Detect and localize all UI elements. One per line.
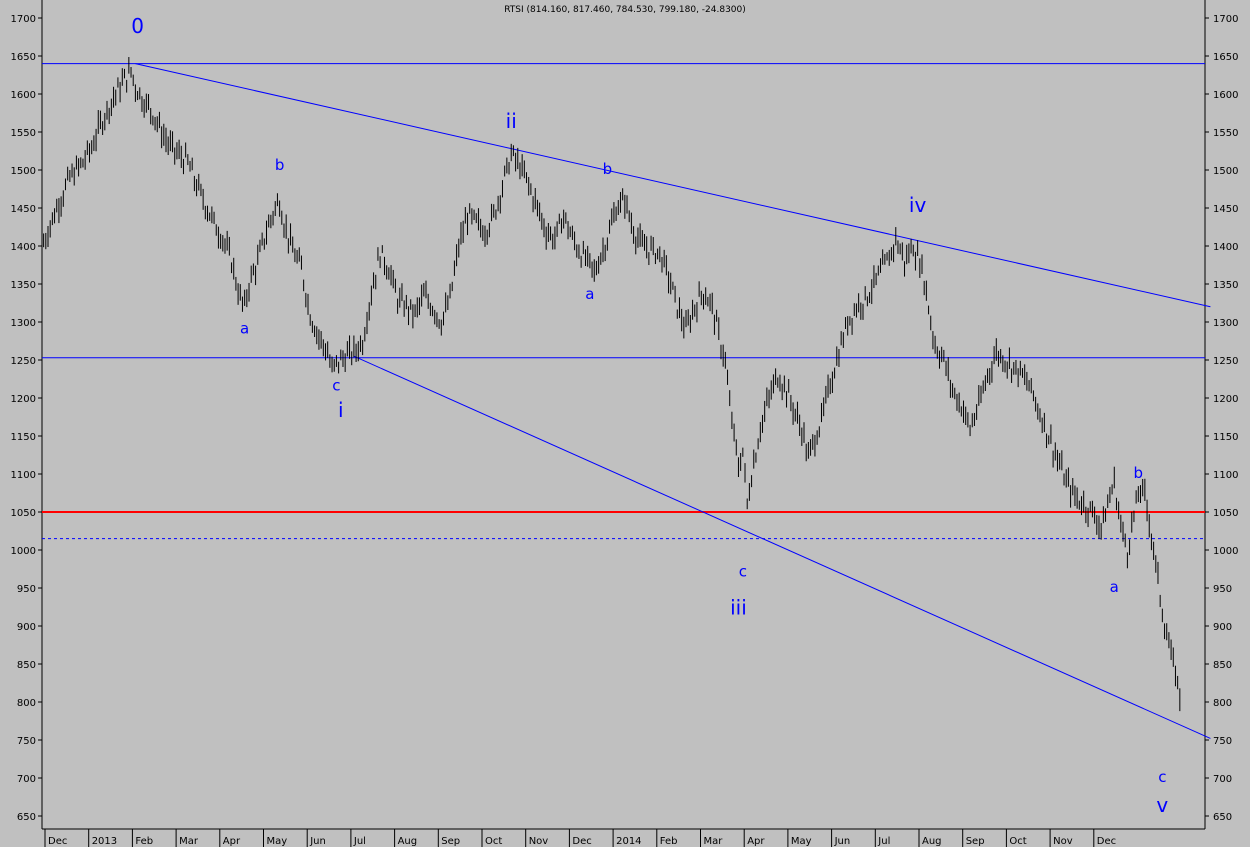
x-tick-label: May xyxy=(791,836,812,847)
y-tick-label-right: 900 xyxy=(1213,622,1232,633)
y-tick-label-left: 1400 xyxy=(11,242,36,253)
wave-label: iv xyxy=(909,193,927,217)
x-tick-label: Oct xyxy=(485,836,502,847)
y-tick-label-right: 1650 xyxy=(1213,52,1238,63)
y-tick-label-right: 850 xyxy=(1213,660,1232,671)
trend-line-0 xyxy=(135,63,1211,308)
y-tick-label-right: 750 xyxy=(1213,736,1232,747)
y-tick-label-right: 1200 xyxy=(1213,394,1238,405)
y-tick-label-right: 800 xyxy=(1213,698,1232,709)
y-tick-label-right: 1700 xyxy=(1213,14,1238,25)
y-tick-label-left: 700 xyxy=(17,774,36,785)
x-tick-label: May xyxy=(267,836,288,847)
wave-label: a xyxy=(240,319,249,337)
y-tick-label-left: 1000 xyxy=(11,546,36,557)
x-axis-ticks: Dec 2013 Feb Mar Apr May Jun Jul Aug Sep Oct Nov Dec… xyxy=(44,829,1116,847)
y-tick-label-left: 1450 xyxy=(11,204,36,215)
wave-label: a xyxy=(585,285,594,303)
y-tick-label-right: 1550 xyxy=(1213,128,1238,139)
x-tick-label: Dec xyxy=(572,836,591,847)
x-tick-label: Dec xyxy=(48,836,67,847)
x-tick-label: Jul xyxy=(877,836,890,847)
y-tick-label-left: 650 xyxy=(17,812,36,823)
x-tick-label: Mar xyxy=(179,836,199,847)
reference-lines xyxy=(42,63,1211,739)
y-tick-label-right: 1150 xyxy=(1213,432,1238,443)
x-tick-label: Sep xyxy=(441,836,460,847)
y-tick-label-right: 1050 xyxy=(1213,508,1238,519)
x-tick-label: Nov xyxy=(1053,836,1073,847)
y-tick-label-left: 750 xyxy=(17,736,36,747)
wave-label: c xyxy=(332,376,340,394)
y-tick-label-left: 1700 xyxy=(11,14,36,25)
y-tick-label-right: 650 xyxy=(1213,812,1232,823)
y-tick-label-left: 1250 xyxy=(11,356,36,367)
y-tick-label-left: 1300 xyxy=(11,318,36,329)
x-tick-label: Nov xyxy=(529,836,549,847)
x-tick-label: Jun xyxy=(834,836,851,847)
wave-label: b xyxy=(1134,464,1144,482)
y-tick-label-left: 1550 xyxy=(11,128,36,139)
y-tick-label-right: 1300 xyxy=(1213,318,1238,329)
x-tick-label: Aug xyxy=(922,836,942,847)
y-tick-label-left: 950 xyxy=(17,584,36,595)
y-tick-label-left: 1600 xyxy=(11,90,36,101)
y-tick-label-right: 1400 xyxy=(1213,242,1238,253)
y-tick-label-right: 1600 xyxy=(1213,90,1238,101)
y-tick-label-right: 700 xyxy=(1213,774,1232,785)
y-tick-label-left: 1150 xyxy=(11,432,36,443)
wave-label: 0 xyxy=(131,14,144,38)
price-series xyxy=(43,57,1181,712)
y-tick-label-right: 1000 xyxy=(1213,546,1238,557)
y-tick-label-left: 1350 xyxy=(11,280,36,291)
wave-label: c xyxy=(1158,768,1166,786)
wave-label: ii xyxy=(506,109,517,133)
x-tick-label: Jun xyxy=(309,836,326,847)
wave-label: b xyxy=(275,156,285,174)
wave-label: a xyxy=(1110,578,1119,596)
y-tick-label-right: 1250 xyxy=(1213,356,1238,367)
wave-label: v xyxy=(1156,793,1168,817)
chart-title: RTSI (814.160, 817.460, 784.530, 799.180… xyxy=(504,5,746,15)
x-tick-label: Feb xyxy=(660,836,678,847)
y-tick-label-left: 800 xyxy=(17,698,36,709)
y-tick-label-right: 950 xyxy=(1213,584,1232,595)
x-tick-label: Dec xyxy=(1097,836,1116,847)
y-tick-label-right: 1450 xyxy=(1213,204,1238,215)
wave-label: b xyxy=(603,160,613,178)
wave-label: iii xyxy=(730,596,747,620)
x-tick-label: Sep xyxy=(966,836,985,847)
y-tick-label-left: 1650 xyxy=(11,52,36,63)
x-tick-label: Apr xyxy=(747,836,765,847)
x-tick-label: Apr xyxy=(223,836,241,847)
y-axis-ticks: 650 650 700 700 750 750 800 800 850 850 900 900 950 9… xyxy=(11,14,1239,823)
y-tick-label-left: 900 xyxy=(17,622,36,633)
x-tick-label: Oct xyxy=(1009,836,1026,847)
wave-label: c xyxy=(739,563,747,581)
x-tick-label: Jul xyxy=(353,836,366,847)
y-tick-label-right: 1100 xyxy=(1213,470,1238,481)
x-tick-label: Mar xyxy=(704,836,724,847)
y-tick-label-right: 1500 xyxy=(1213,166,1238,177)
x-tick-label: Feb xyxy=(135,836,153,847)
y-tick-label-left: 1500 xyxy=(11,166,36,177)
y-tick-label-left: 1200 xyxy=(11,394,36,405)
x-tick-label: 2013 xyxy=(92,836,117,847)
y-tick-label-left: 1050 xyxy=(11,508,36,519)
y-tick-label-left: 1100 xyxy=(11,470,36,481)
trend-line-1 xyxy=(353,355,1211,739)
y-tick-label-left: 850 xyxy=(17,660,36,671)
x-tick-label: 2014 xyxy=(616,836,641,847)
wave-label: i xyxy=(338,398,344,422)
y-tick-label-right: 1350 xyxy=(1213,280,1238,291)
x-tick-label: Aug xyxy=(398,836,418,847)
